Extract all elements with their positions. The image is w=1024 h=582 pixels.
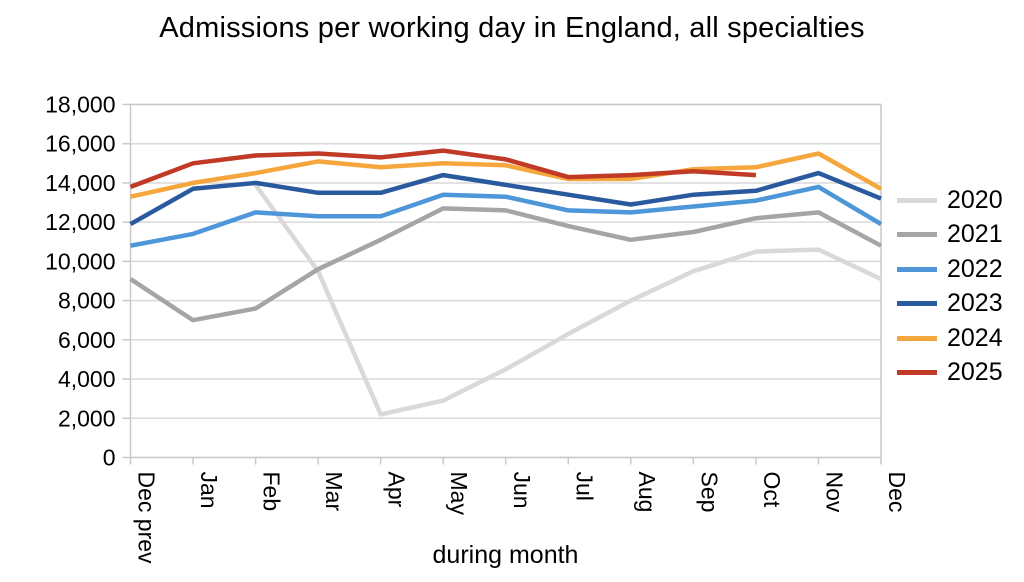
x-tick-label: Dec <box>884 472 910 513</box>
y-tick-label: 18,000 <box>45 92 115 118</box>
y-tick-label: 0 <box>103 445 116 471</box>
x-tick-label: Apr <box>384 472 410 508</box>
series-line-2022 <box>130 184 883 248</box>
series-line-2023 <box>129 170 882 227</box>
y-tick-label: 4,000 <box>58 366 116 392</box>
x-tick-label: Aug <box>634 472 660 513</box>
legend-item-2024: 2024 <box>897 321 1003 356</box>
x-tick-label: Oct <box>759 472 785 508</box>
y-tick-label: 12,000 <box>45 209 115 235</box>
y-tick-label: 14,000 <box>45 170 115 196</box>
x-tick-label: Dec prev <box>134 472 160 565</box>
series-line-2025 <box>129 148 757 190</box>
legend-label: 2025 <box>947 358 1003 387</box>
y-tick-label: 8,000 <box>58 288 116 314</box>
legend-label: 2023 <box>947 289 1003 318</box>
legend-swatch-2022 <box>897 266 937 272</box>
legend-item-2021: 2021 <box>897 218 1003 253</box>
legend: 2020 2021 2022 2023 2024 2025 <box>897 183 1003 390</box>
x-tick-label: Sep <box>696 472 722 513</box>
chart-title: Admissions per working day in England, a… <box>159 12 865 44</box>
legend-item-2020: 2020 <box>897 183 1003 218</box>
y-tick-label: 2,000 <box>58 405 116 431</box>
legend-swatch-2024 <box>897 335 937 341</box>
x-tick-label: Jul <box>571 472 597 501</box>
series-line-2020 <box>253 183 882 417</box>
y-tick-label: 10,000 <box>45 248 115 274</box>
legend-label: 2021 <box>947 220 1003 249</box>
x-tick-label: May <box>446 472 472 516</box>
series-line-2021 <box>129 206 883 323</box>
x-tick-label: Nov <box>821 472 847 513</box>
legend-label: 2022 <box>947 254 1003 283</box>
x-axis-title: during month <box>432 541 579 569</box>
legend-swatch-2021 <box>897 232 937 238</box>
series-line-2024 <box>130 151 883 199</box>
legend-label: 2024 <box>947 323 1003 352</box>
legend-item-2023: 2023 <box>897 287 1003 322</box>
x-tick-label: Jun <box>509 472 535 509</box>
y-tick-label: 16,000 <box>45 131 115 157</box>
legend-item-2022: 2022 <box>897 252 1003 287</box>
x-tick-label: Feb <box>259 472 285 512</box>
legend-swatch-2025 <box>897 370 937 376</box>
legend-item-2025: 2025 <box>897 356 1003 391</box>
legend-swatch-2020 <box>897 197 937 203</box>
x-tick-label: Jan <box>196 472 222 509</box>
legend-swatch-2023 <box>897 301 937 307</box>
legend-label: 2020 <box>947 185 1003 214</box>
y-tick-label: 6,000 <box>58 327 116 353</box>
x-tick-label: Mar <box>321 472 347 512</box>
